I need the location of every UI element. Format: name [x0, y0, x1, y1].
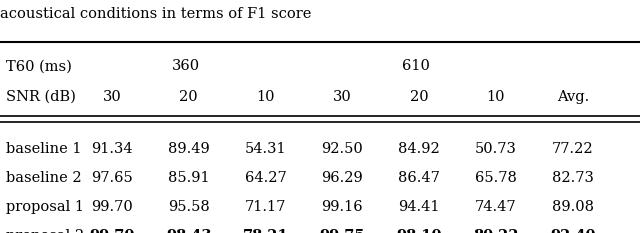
Text: SNR (dB): SNR (dB)	[6, 90, 76, 104]
Text: 10: 10	[487, 90, 505, 104]
Text: 71.17: 71.17	[245, 200, 286, 214]
Text: 86.47: 86.47	[398, 171, 440, 185]
Text: 98.10: 98.10	[396, 230, 442, 233]
Text: proposal 2: proposal 2	[6, 230, 84, 233]
Text: 74.47: 74.47	[475, 200, 517, 214]
Text: 20: 20	[410, 90, 429, 104]
Text: 89.49: 89.49	[168, 142, 210, 156]
Text: baseline 1: baseline 1	[6, 142, 82, 156]
Text: 91.34: 91.34	[91, 142, 133, 156]
Text: 64.27: 64.27	[244, 171, 287, 185]
Text: 30: 30	[102, 90, 122, 104]
Text: baseline 2: baseline 2	[6, 171, 82, 185]
Text: 10: 10	[257, 90, 275, 104]
Text: 82.73: 82.73	[552, 171, 594, 185]
Text: 78.21: 78.21	[243, 230, 289, 233]
Text: 95.58: 95.58	[168, 200, 210, 214]
Text: 65.78: 65.78	[475, 171, 517, 185]
Text: 50.73: 50.73	[475, 142, 517, 156]
Text: 96.29: 96.29	[321, 171, 364, 185]
Text: 54.31: 54.31	[244, 142, 287, 156]
Text: proposal 1: proposal 1	[6, 200, 84, 214]
Text: 360: 360	[172, 59, 200, 73]
Text: Avg.: Avg.	[557, 90, 589, 104]
Text: 20: 20	[179, 90, 198, 104]
Text: 85.91: 85.91	[168, 171, 210, 185]
Text: 94.41: 94.41	[399, 200, 440, 214]
Text: 97.65: 97.65	[91, 171, 133, 185]
Text: 99.70: 99.70	[90, 230, 134, 233]
Text: 84.92: 84.92	[398, 142, 440, 156]
Text: 99.16: 99.16	[321, 200, 364, 214]
Text: 610: 610	[402, 59, 430, 73]
Text: 89.08: 89.08	[552, 200, 594, 214]
Text: 80.22: 80.22	[473, 230, 519, 233]
Text: 92.40: 92.40	[550, 230, 596, 233]
Text: 77.22: 77.22	[552, 142, 594, 156]
Text: 98.43: 98.43	[166, 230, 212, 233]
Text: acoustical conditions in terms of F1 score: acoustical conditions in terms of F1 sco…	[0, 7, 312, 21]
Text: T60 (ms): T60 (ms)	[6, 59, 72, 73]
Text: 99.75: 99.75	[319, 230, 365, 233]
Text: 30: 30	[333, 90, 352, 104]
Text: 92.50: 92.50	[321, 142, 364, 156]
Text: 99.70: 99.70	[91, 200, 133, 214]
